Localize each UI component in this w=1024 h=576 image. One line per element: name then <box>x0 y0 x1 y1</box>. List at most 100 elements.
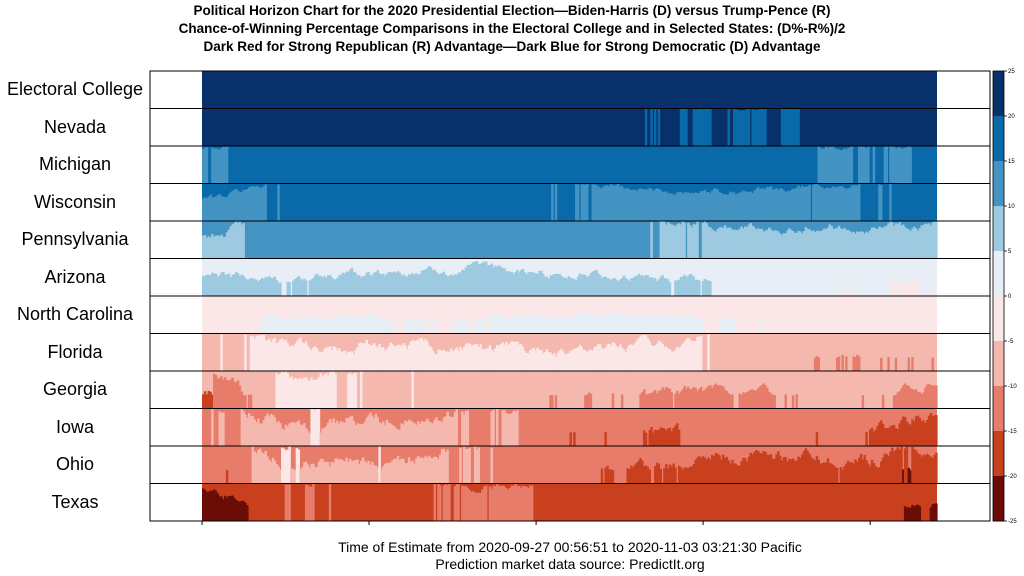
horizon-bar <box>885 225 888 259</box>
horizon-bar <box>657 429 661 446</box>
horizon-bar <box>927 455 931 484</box>
horizon-bar <box>913 280 916 296</box>
horizon-bar <box>492 351 495 371</box>
horizon-bar <box>578 314 582 334</box>
horizon-bar <box>900 225 903 259</box>
horizon-bar <box>582 274 585 296</box>
horizon-bar <box>354 272 357 296</box>
horizon-bar <box>571 278 574 296</box>
horizon-bar <box>933 221 936 259</box>
horizon-bar <box>312 409 315 446</box>
horizon-bar <box>339 351 343 371</box>
horizon-bar <box>492 267 495 296</box>
horizon-bar <box>383 275 387 296</box>
horizon-bar <box>242 275 245 296</box>
horizon-bar <box>394 427 398 446</box>
horizon-bar <box>255 453 258 484</box>
horizon-bar <box>284 340 288 371</box>
horizon-bar <box>292 320 295 334</box>
horizon-bar <box>699 457 703 484</box>
horizon-bar <box>922 454 925 484</box>
horizon-bar <box>874 228 877 259</box>
horizon-bar <box>892 424 896 446</box>
horizon-bar <box>769 453 773 484</box>
horizon-bar <box>308 381 312 409</box>
horizon-bar <box>670 351 673 371</box>
horizon-bar <box>238 275 242 296</box>
horizon-bar <box>914 505 918 521</box>
horizon-bar <box>525 314 528 334</box>
horizon-bar <box>914 389 918 409</box>
horizon-bar <box>233 498 236 521</box>
horizon-bar <box>549 275 552 296</box>
horizon-bar <box>699 191 703 221</box>
horizon-bar <box>473 261 477 296</box>
horizon-bar <box>288 423 291 446</box>
horizon-bar <box>466 487 470 521</box>
horizon-bar <box>284 319 288 334</box>
horizon-bar <box>823 148 826 184</box>
horizon-bar <box>823 228 826 259</box>
horizon-bar <box>584 274 587 296</box>
horizon-bar <box>411 273 414 296</box>
horizon-bar <box>453 486 457 521</box>
horizon-bar <box>648 187 651 221</box>
horizon-bar <box>534 351 538 371</box>
horizon-bar <box>356 423 359 446</box>
horizon-bar <box>413 463 416 484</box>
horizon-bar <box>367 460 370 484</box>
horizon-bar <box>687 192 690 221</box>
horizon-bar <box>909 279 912 296</box>
horizon-bar <box>433 456 436 484</box>
horizon-bar <box>710 387 714 409</box>
horizon-bar <box>756 388 760 409</box>
horizon-bar <box>795 460 798 484</box>
horizon-bar <box>801 185 804 221</box>
horizon-bar <box>468 447 471 484</box>
horizon-bar <box>753 227 756 259</box>
horizon-bar <box>659 190 662 221</box>
horizon-bar <box>371 275 374 296</box>
horizon-bar <box>685 388 688 409</box>
horizon-bar <box>751 109 754 146</box>
horizon-bar <box>253 278 256 296</box>
horizon-bar <box>604 185 607 221</box>
horizon-bar <box>444 452 447 484</box>
horizon-bar <box>742 110 745 146</box>
horizon-bar <box>325 277 328 296</box>
horizon-bar <box>780 235 784 259</box>
horizon-bar <box>258 187 262 221</box>
horizon-row <box>202 333 937 371</box>
horizon-bar <box>687 275 690 296</box>
horizon-bar <box>606 465 609 484</box>
horizon-bar <box>499 485 503 521</box>
horizon-bar <box>707 191 710 221</box>
horizon-bar <box>321 376 324 409</box>
horizon-bar <box>424 269 427 296</box>
horizon-bar <box>865 231 868 259</box>
horizon-bar <box>286 281 289 296</box>
horizon-bar <box>211 233 214 259</box>
horizon-bar <box>597 273 600 296</box>
horizon-bar <box>508 271 512 296</box>
horizon-bar <box>835 149 839 184</box>
horizon-bar <box>477 264 481 296</box>
horizon-bar <box>677 347 681 371</box>
horizon-bar <box>538 316 541 334</box>
horizon-bar <box>496 408 499 446</box>
horizon-bar <box>925 453 929 484</box>
horizon-bar <box>672 351 675 371</box>
horizon-bar <box>650 276 653 296</box>
horizon-bar <box>791 458 795 484</box>
horizon-bar <box>931 385 934 409</box>
horizon-bar <box>207 274 210 296</box>
colorbar-tick-label: 5 <box>1008 249 1012 255</box>
horizon-bar <box>225 380 229 409</box>
horizon-bar <box>850 185 854 221</box>
title-line-3: Dark Red for Strong Republican (R) Advan… <box>203 39 821 54</box>
horizon-bar <box>764 188 767 221</box>
horizon-bar <box>521 268 525 296</box>
horizon-row-fill <box>202 483 937 521</box>
horizon-bar <box>751 389 754 409</box>
horizon-bar <box>440 351 444 371</box>
